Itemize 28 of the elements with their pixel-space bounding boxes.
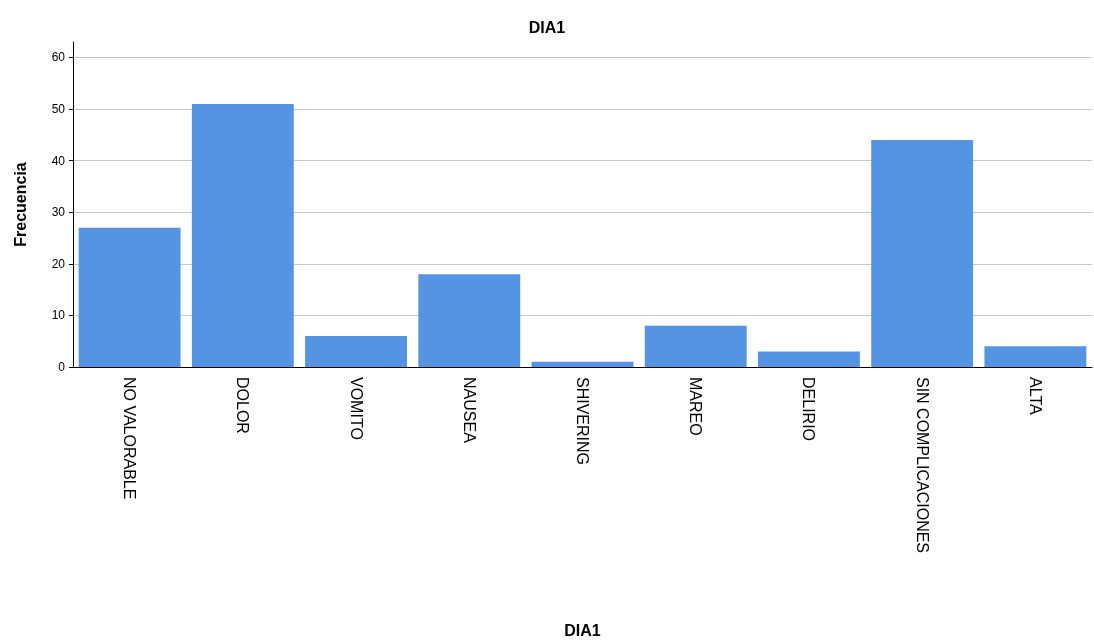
y-tick-label: 60 xyxy=(51,50,66,65)
y-tick-label: 0 xyxy=(58,360,66,374)
bar xyxy=(757,351,860,367)
x-tick-label: ALTA xyxy=(1026,377,1044,415)
chart-title: DIA1 xyxy=(528,18,566,36)
x-tick-label: SHIVERING xyxy=(574,377,591,466)
y-tick-label: 20 xyxy=(51,256,66,271)
x-tick-label: SIN COMPLICACIONES xyxy=(913,377,931,554)
y-tick-label: 40 xyxy=(51,153,66,168)
x-tick-label: MAREO xyxy=(687,377,705,436)
x-tick-label: NAUSEA xyxy=(460,377,478,444)
x-tick-label: NO VALORABLE xyxy=(121,377,139,500)
bar xyxy=(644,325,747,367)
x-tick-label: DELIRIO xyxy=(800,377,818,442)
bar xyxy=(871,140,974,367)
bar xyxy=(984,346,1087,367)
x-axis-title: DIA1 xyxy=(564,621,601,639)
bar xyxy=(305,336,408,367)
bar xyxy=(191,103,294,367)
bar xyxy=(418,274,521,367)
y-axis-title: Frecuencia xyxy=(11,162,29,247)
bar xyxy=(78,227,181,367)
y-tick-label: 50 xyxy=(51,102,66,117)
x-tick-label: DOLOR xyxy=(234,377,252,434)
x-tick-label: VOMITO xyxy=(347,377,365,440)
y-tick-label: 10 xyxy=(51,308,66,323)
y-tick-label: 30 xyxy=(51,205,66,220)
bar xyxy=(531,361,634,367)
